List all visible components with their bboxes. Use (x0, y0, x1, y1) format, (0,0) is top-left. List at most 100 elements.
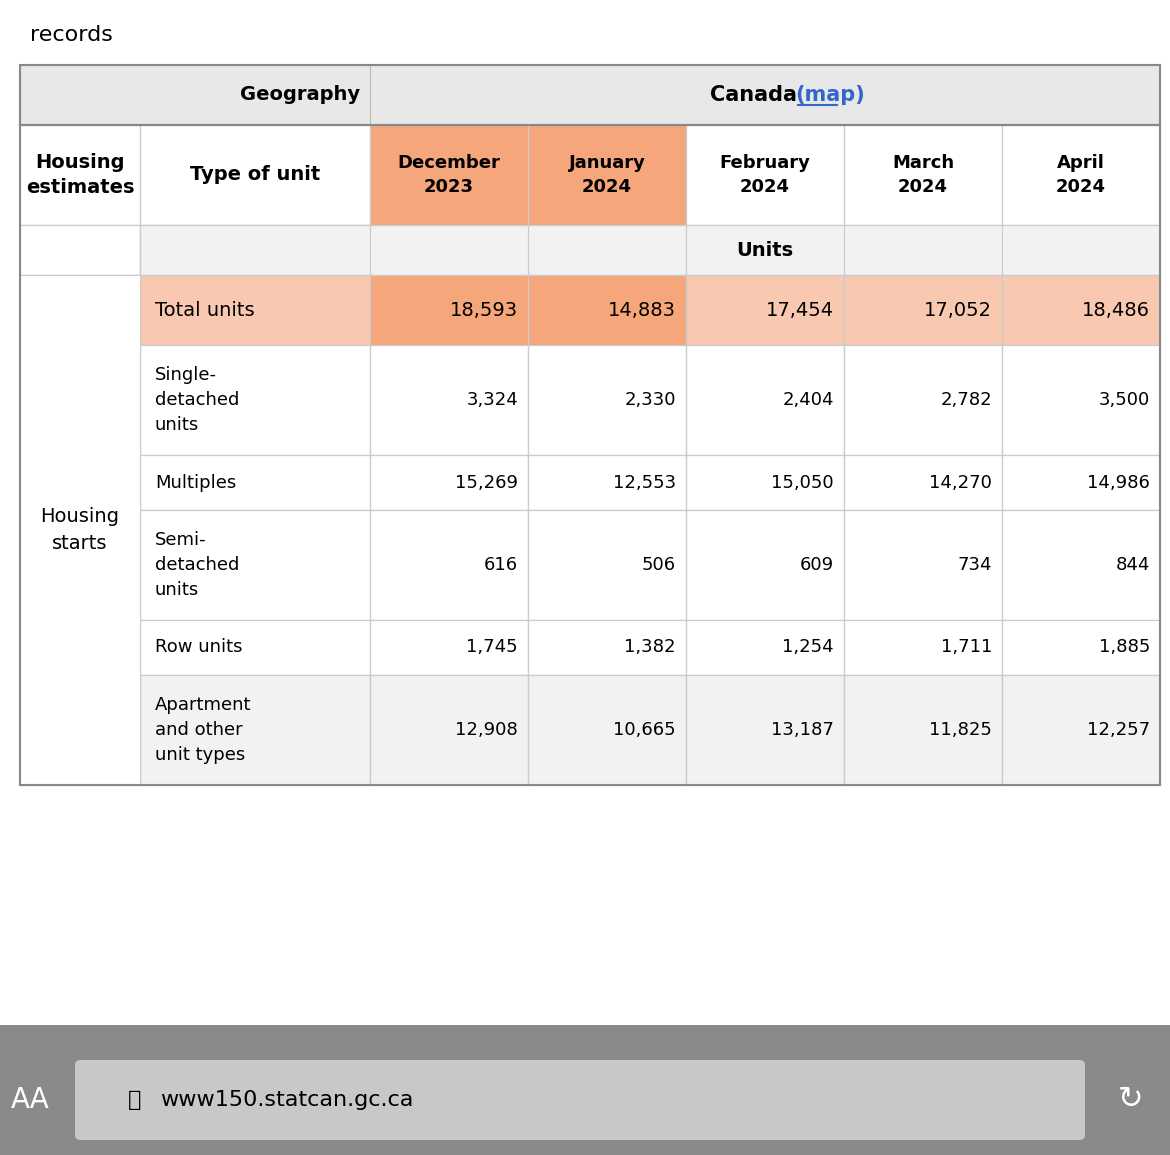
Text: April
2024: April 2024 (1057, 154, 1106, 196)
Bar (686, 511, 844, 620)
Bar (844, 125, 1002, 225)
Bar (20, 345, 140, 455)
Bar (1002, 275, 1159, 345)
Text: ↻: ↻ (1117, 1086, 1143, 1115)
Bar (686, 511, 844, 620)
Bar (844, 675, 1002, 785)
Bar (528, 511, 686, 620)
Bar (1002, 345, 1159, 455)
Text: Housing
starts: Housing starts (41, 507, 119, 553)
Bar (1002, 345, 1159, 455)
Bar (686, 455, 844, 511)
Bar (140, 125, 370, 225)
Bar (1002, 620, 1159, 675)
Text: 609: 609 (800, 556, 834, 574)
Text: 3,324: 3,324 (467, 392, 518, 409)
Text: 1,885: 1,885 (1099, 639, 1150, 656)
Text: 17,454: 17,454 (766, 300, 834, 320)
Bar (20, 275, 140, 345)
Text: Multiples: Multiples (154, 474, 236, 492)
Bar (844, 511, 1002, 620)
Bar (686, 345, 844, 455)
Text: December
2023: December 2023 (398, 154, 501, 196)
Bar (140, 620, 370, 675)
Bar (20, 225, 140, 275)
Text: 12,908: 12,908 (455, 721, 518, 739)
Bar (20, 675, 140, 785)
Bar (844, 675, 1002, 785)
Bar (140, 675, 370, 785)
Bar (20, 125, 140, 225)
Bar (140, 275, 370, 345)
Bar (20, 125, 140, 225)
Bar (20, 455, 140, 511)
Bar (686, 620, 844, 675)
Bar (370, 225, 528, 275)
Text: January
2024: January 2024 (569, 154, 646, 196)
Bar (686, 345, 844, 455)
Bar (686, 125, 844, 225)
Bar (140, 225, 370, 275)
Text: 14,986: 14,986 (1087, 474, 1150, 492)
Bar (370, 455, 528, 511)
Bar (20, 225, 140, 275)
Text: 844: 844 (1116, 556, 1150, 574)
Bar (844, 455, 1002, 511)
Text: Canada: Canada (710, 85, 804, 105)
Text: www150.statcan.gc.ca: www150.statcan.gc.ca (160, 1090, 413, 1110)
Bar (20, 455, 140, 511)
Text: (map): (map) (794, 85, 865, 105)
Bar (686, 225, 844, 275)
Bar (20, 675, 140, 785)
Text: 18,593: 18,593 (450, 300, 518, 320)
Bar (528, 345, 686, 455)
Bar (0, 1024, 1170, 1155)
Bar (1002, 125, 1159, 225)
Text: 3,500: 3,500 (1099, 392, 1150, 409)
Bar (140, 511, 370, 620)
Bar (528, 675, 686, 785)
Bar (528, 275, 686, 345)
Bar (1002, 455, 1159, 511)
Text: 11,825: 11,825 (929, 721, 992, 739)
Bar (370, 511, 528, 620)
Bar (528, 455, 686, 511)
Text: Apartment
and other
unit types: Apartment and other unit types (154, 696, 252, 763)
Bar (1002, 455, 1159, 511)
Bar (844, 511, 1002, 620)
Bar (140, 511, 370, 620)
Text: 10,665: 10,665 (613, 721, 676, 739)
Bar (140, 675, 370, 785)
Bar (20, 275, 140, 345)
Text: 1,254: 1,254 (783, 639, 834, 656)
Bar (370, 675, 528, 785)
Bar (528, 620, 686, 675)
Text: 2,330: 2,330 (625, 392, 676, 409)
Bar (844, 275, 1002, 345)
Text: 506: 506 (642, 556, 676, 574)
FancyBboxPatch shape (75, 1060, 1085, 1140)
Text: Housing
estimates: Housing estimates (26, 152, 135, 198)
Bar (20, 65, 370, 125)
Bar (20, 620, 140, 675)
Bar (20, 345, 140, 455)
Bar (20, 511, 140, 620)
Bar (1002, 225, 1159, 275)
Text: 2,404: 2,404 (783, 392, 834, 409)
Bar (844, 345, 1002, 455)
Bar (370, 345, 528, 455)
Bar (686, 675, 844, 785)
Text: March
2024: March 2024 (892, 154, 954, 196)
Bar (844, 125, 1002, 225)
Bar (370, 275, 528, 345)
Text: Single-
detached
units: Single- detached units (154, 366, 240, 434)
Bar (140, 455, 370, 511)
Text: February
2024: February 2024 (720, 154, 811, 196)
Bar (844, 620, 1002, 675)
Text: 15,269: 15,269 (455, 474, 518, 492)
Text: 17,052: 17,052 (924, 300, 992, 320)
Bar (686, 275, 844, 345)
Text: 616: 616 (484, 556, 518, 574)
Bar (528, 620, 686, 675)
Text: Geography: Geography (240, 85, 360, 104)
